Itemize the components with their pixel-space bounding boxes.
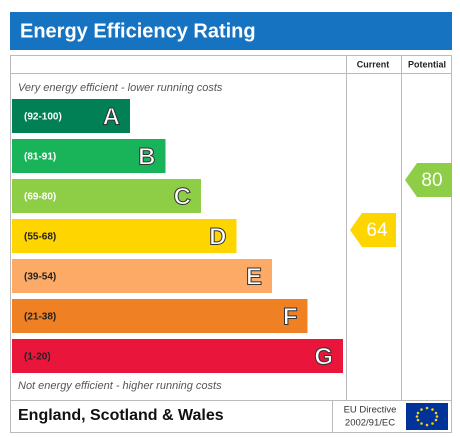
title-bar xyxy=(10,12,452,50)
band-letter: B xyxy=(138,143,155,170)
band-letter: C xyxy=(174,183,191,210)
bottom-note: Not energy efficient - higher running co… xyxy=(18,380,222,392)
potential-rating: 80 xyxy=(421,170,442,191)
band xyxy=(12,299,308,333)
band-letter: A xyxy=(103,103,120,130)
band-letter: F xyxy=(283,303,298,330)
directive: EU Directive xyxy=(344,405,397,416)
bands: (92-100) A (81-91) B (69-80) C (55-68) D (39-54)… xyxy=(12,99,343,373)
band-range: (55-68) xyxy=(24,232,56,243)
current-rating: 64 xyxy=(366,220,388,241)
band-range: (1-20) xyxy=(24,352,51,363)
top-note: Very energy efficient - lower running co… xyxy=(18,82,223,94)
band-range: (92-100) xyxy=(24,112,62,123)
potential-arrow xyxy=(405,163,452,197)
current-arrow xyxy=(350,213,396,247)
column-header: Potential xyxy=(408,59,446,69)
footer-region: England, Scotland & Wales xyxy=(18,407,224,424)
band xyxy=(12,219,237,253)
band xyxy=(12,179,201,213)
band-letter: E xyxy=(246,263,262,290)
column-header: Current xyxy=(357,59,390,69)
band-letter: D xyxy=(209,223,226,250)
footer-frame xyxy=(10,400,452,433)
band xyxy=(12,139,166,173)
band-range: (81-91) xyxy=(24,152,56,163)
band xyxy=(12,259,272,293)
band xyxy=(12,339,343,373)
band-range: (21-38) xyxy=(24,312,56,323)
band-range: (69-80) xyxy=(24,192,56,203)
band-range: (39-54) xyxy=(24,272,56,283)
band xyxy=(12,99,130,133)
eu-flag xyxy=(406,403,448,430)
title: Energy Efficiency Rating xyxy=(20,20,256,42)
band-letter: G xyxy=(314,343,333,370)
directive-code: 2002/91/EC xyxy=(345,418,395,429)
